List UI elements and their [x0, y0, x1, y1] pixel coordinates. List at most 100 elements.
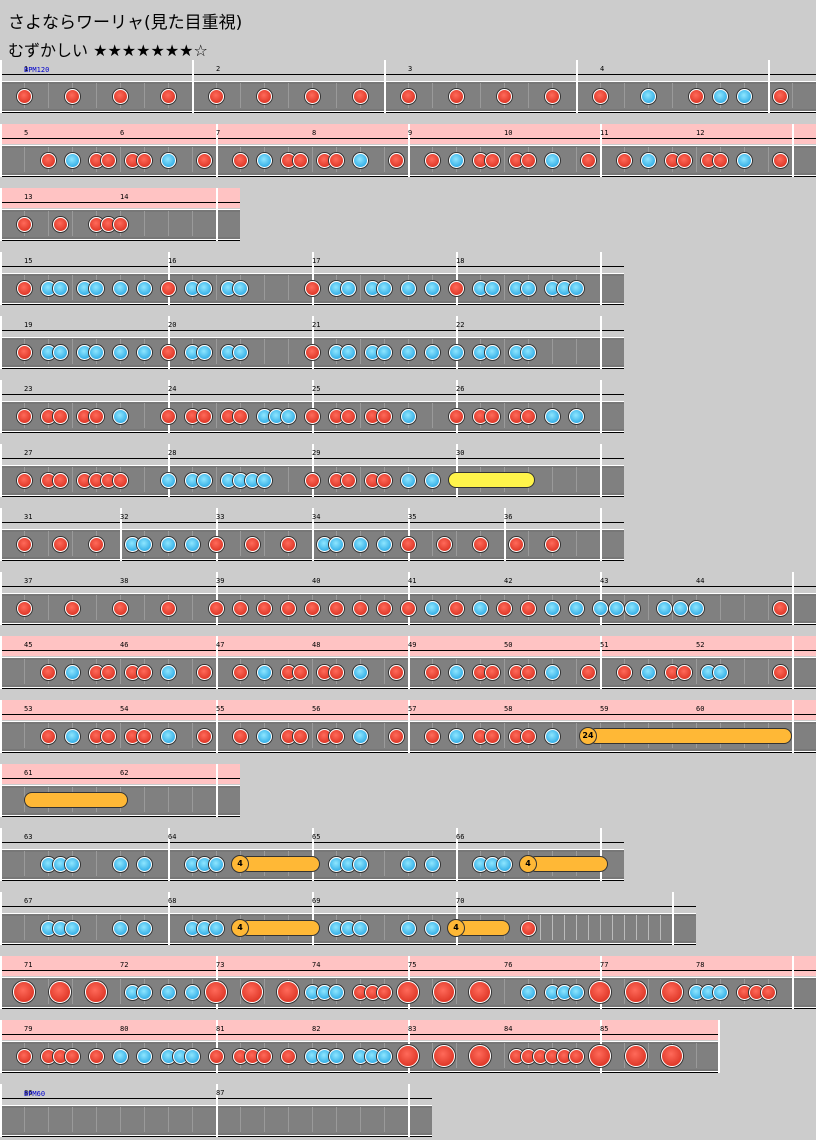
bar-line	[792, 636, 794, 689]
ka-note	[376, 536, 392, 552]
bar-line	[456, 892, 458, 945]
ka-note	[712, 664, 728, 680]
beat-tick	[312, 1107, 313, 1132]
beat-tick	[48, 595, 49, 620]
bar-line	[384, 60, 386, 113]
bar-line	[216, 124, 218, 177]
song-title: さよならワーリャ(見た目重視)	[8, 13, 243, 33]
ka-note	[400, 920, 416, 936]
don-note	[616, 152, 632, 168]
don-note	[376, 408, 392, 424]
beat-tick	[72, 339, 73, 364]
ka-note	[448, 152, 464, 168]
measure-number: 76	[504, 961, 513, 969]
don-note	[16, 216, 32, 232]
don-note	[280, 1048, 296, 1064]
bar-line	[600, 124, 602, 177]
beat-tick	[384, 915, 385, 940]
beat-tick	[48, 211, 49, 236]
beat-tick	[336, 83, 337, 108]
don-note	[520, 728, 536, 744]
bar-line	[456, 444, 458, 497]
ka-note	[484, 280, 500, 296]
beat-tick	[24, 659, 25, 684]
don-note	[88, 408, 104, 424]
ka-note	[448, 344, 464, 360]
ka-note	[624, 600, 640, 616]
beat-tick	[768, 147, 769, 172]
don-note	[448, 600, 464, 616]
beat-tick	[624, 979, 625, 1004]
beat-tick	[744, 659, 745, 684]
bar-line	[0, 1020, 2, 1073]
chart-row: 67 68 69 70 4 4	[0, 892, 696, 948]
row-top-line	[0, 906, 696, 907]
ka-note	[256, 728, 272, 744]
beat-tick	[432, 531, 433, 556]
beat-tick	[72, 275, 73, 300]
don-note	[484, 728, 500, 744]
ka-note	[448, 664, 464, 680]
bar-line	[0, 252, 2, 305]
measure-number: 54	[120, 705, 129, 713]
bar-line	[408, 636, 410, 689]
bar-line	[792, 956, 794, 1009]
don-note	[397, 1045, 419, 1067]
measure-number: 50	[504, 641, 513, 649]
ka-note	[544, 600, 560, 616]
measure-number: 37	[24, 577, 33, 585]
don-note	[112, 88, 128, 104]
beat-tick	[288, 339, 289, 364]
ka-note	[196, 472, 212, 488]
bar-line	[600, 636, 602, 689]
row-bottom-line	[0, 944, 696, 945]
measure-number: 73	[216, 961, 225, 969]
don-note	[196, 728, 212, 744]
don-note	[196, 152, 212, 168]
beat-tick	[168, 211, 169, 236]
don-note	[277, 981, 299, 1003]
ka-note	[376, 280, 392, 296]
measure-number: 69	[312, 897, 321, 905]
bar-line	[0, 572, 2, 625]
chart-row: 61 62	[0, 764, 240, 820]
don-note	[112, 216, 128, 232]
difficulty-line: むずかしい ★★★★★★★☆	[8, 37, 208, 61]
beat-tick	[264, 979, 265, 1004]
beat-tick	[216, 339, 217, 364]
don-note	[244, 536, 260, 552]
don-note	[544, 88, 560, 104]
ka-note	[568, 408, 584, 424]
don-note	[256, 88, 272, 104]
bar-line	[0, 892, 2, 945]
don-note	[589, 1045, 611, 1067]
balloon-note: 24	[579, 727, 597, 745]
beat-tick	[576, 467, 577, 492]
bar-line	[0, 828, 2, 881]
ka-note	[112, 856, 128, 872]
ka-note	[424, 856, 440, 872]
beat-tick	[168, 787, 169, 812]
don-note	[580, 664, 596, 680]
beat-tick	[432, 83, 433, 108]
bar-line	[312, 380, 314, 433]
don-note	[484, 408, 500, 424]
drumroll-bar	[240, 856, 320, 872]
beat-tick	[288, 275, 289, 300]
measure-number: 84	[504, 1025, 513, 1033]
bar-line	[600, 252, 602, 305]
row-top-line	[0, 202, 240, 203]
measure-number: 60	[696, 705, 705, 713]
beat-tick	[744, 595, 745, 620]
ka-note	[568, 600, 584, 616]
beat-tick	[48, 83, 49, 108]
beat-tick	[576, 659, 577, 684]
beat-tick	[72, 467, 73, 492]
beat-tick	[576, 147, 577, 172]
bar-line	[168, 828, 170, 881]
ka-note	[256, 152, 272, 168]
beat-tick	[552, 915, 553, 940]
ka-note	[340, 344, 356, 360]
don-note	[424, 664, 440, 680]
measure-number: 6	[120, 129, 125, 137]
